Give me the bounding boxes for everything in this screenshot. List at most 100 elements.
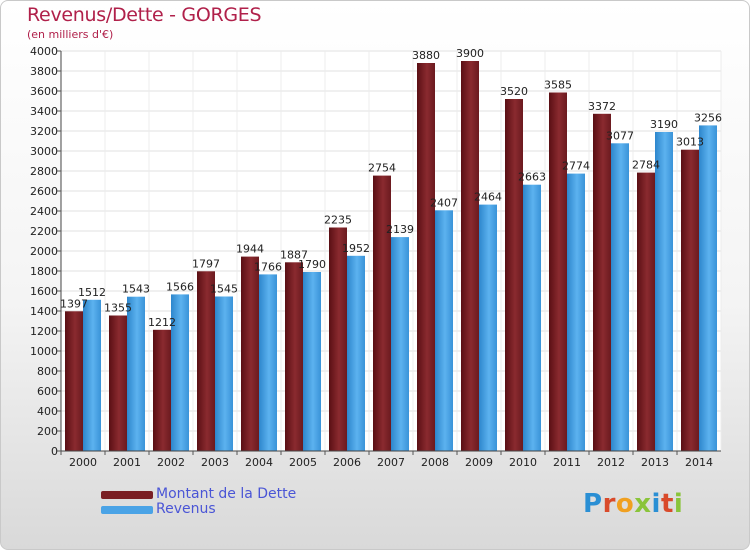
logo-letter: i: [651, 489, 661, 519]
y-tick-label: 3600: [30, 85, 58, 98]
x-tick-label: 2009: [465, 456, 493, 469]
x-tick-label: 2002: [157, 456, 185, 469]
logo-letter: o: [615, 489, 635, 519]
y-tick-label: 1800: [30, 265, 58, 278]
bar-dette: [65, 311, 83, 451]
data-label-dette: 3013: [676, 136, 704, 149]
bar-dette: [637, 172, 655, 451]
legend-label-revenus: Revenus: [156, 501, 216, 517]
data-label-revenus: 1545: [210, 283, 238, 296]
y-tick-label: 3800: [30, 65, 58, 78]
data-label-revenus: 2139: [386, 223, 414, 236]
data-label-dette: 1397: [60, 297, 88, 310]
data-label-dette: 3372: [588, 100, 616, 113]
x-tick-label: 2001: [113, 456, 141, 469]
bar-revenus: [699, 125, 717, 452]
logo-letter: t: [660, 489, 674, 519]
chart-title: Revenus/Dette - GORGES: [27, 4, 262, 26]
y-tick-label: 3000: [30, 145, 58, 158]
data-label-revenus: 1566: [166, 280, 194, 293]
legend-swatch-debt: [101, 491, 153, 499]
bar-dette: [593, 113, 611, 452]
data-label-revenus: 1790: [298, 258, 326, 271]
data-label-dette: 1355: [104, 302, 132, 315]
logo-letter: P: [583, 489, 603, 519]
bar-dette: [285, 262, 303, 451]
y-tick-label: 1400: [30, 305, 58, 318]
bar-revenus: [479, 204, 497, 451]
data-label-revenus: 1952: [342, 242, 370, 255]
y-tick-label: 2000: [30, 245, 58, 258]
logo-letter: x: [634, 489, 652, 519]
y-tick-label: 600: [37, 385, 58, 398]
data-label-dette: 1944: [236, 243, 264, 256]
data-label-revenus: 1766: [254, 260, 282, 273]
bar-dette: [461, 61, 479, 451]
bar-revenus: [171, 294, 189, 451]
data-label-revenus: 2663: [518, 171, 546, 184]
x-tick-label: 2008: [421, 456, 449, 469]
data-label-revenus: 1543: [122, 283, 150, 296]
data-label-revenus: 3256: [694, 111, 722, 124]
y-tick-label: 2400: [30, 205, 58, 218]
bar-dette: [241, 256, 259, 451]
y-tick-label: 4000: [30, 45, 58, 58]
data-label-dette: 1887: [280, 248, 308, 261]
bar-dette: [153, 329, 171, 451]
proxiti-logo: Proxiti: [583, 489, 683, 519]
x-tick-label: 2014: [685, 456, 713, 469]
bar-dette: [505, 99, 523, 451]
bar-revenus: [523, 184, 541, 451]
unit-label: (en milliers d'€): [27, 28, 114, 41]
y-tick-label: 0: [51, 445, 58, 458]
data-label-revenus: 1512: [78, 286, 106, 299]
x-tick-label: 2013: [641, 456, 669, 469]
y-tick-label: 1000: [30, 345, 58, 358]
bar-revenus: [259, 274, 277, 451]
logo-letter: r: [602, 489, 616, 519]
y-tick-label: 2800: [30, 165, 58, 178]
logo-letter: i: [673, 489, 684, 519]
bar-dette: [681, 149, 699, 451]
bar-dette: [329, 227, 347, 451]
bar-revenus: [655, 132, 673, 451]
legend-label-debt: Montant de la Dette: [156, 486, 297, 502]
bar-revenus: [215, 296, 233, 451]
y-tick-label: 1200: [30, 325, 58, 338]
bar-revenus: [611, 143, 629, 452]
data-label-dette: 2754: [368, 162, 396, 175]
legend-swatch-revenus: [101, 506, 153, 514]
bar-dette: [549, 92, 567, 451]
y-tick-label: 3200: [30, 125, 58, 138]
data-label-revenus: 2407: [430, 196, 458, 209]
y-tick-label: 800: [37, 365, 58, 378]
data-label-dette: 3880: [412, 49, 440, 62]
y-tick-label: 200: [37, 425, 58, 438]
y-tick-label: 1600: [30, 285, 58, 298]
x-axis-ticks: 2000 2001 2002 2003 2004 2005 2006 2007 2008 2009…: [60, 451, 713, 469]
data-label-dette: 1212: [148, 316, 176, 329]
data-label-dette: 3900: [456, 47, 484, 60]
bar-revenus: [347, 255, 365, 451]
x-tick-label: 2012: [597, 456, 625, 469]
y-tick-label: 2600: [30, 185, 58, 198]
x-tick-label: 2006: [333, 456, 361, 469]
x-tick-label: 2005: [289, 456, 317, 469]
y-tick-label: 3400: [30, 105, 58, 118]
bar-dette: [109, 315, 127, 451]
data-label-dette: 3520: [500, 85, 528, 98]
data-label-revenus: 3077: [606, 129, 634, 142]
bar-revenus: [567, 173, 585, 451]
x-tick-label: 2000: [69, 456, 97, 469]
bar-revenus: [127, 296, 145, 451]
x-tick-label: 2004: [245, 456, 273, 469]
bars: [65, 61, 717, 452]
x-tick-label: 2007: [377, 456, 405, 469]
bar-revenus: [435, 210, 453, 451]
bar-revenus: [303, 272, 321, 451]
bar-revenus: [83, 299, 101, 451]
x-tick-label: 2011: [553, 456, 581, 469]
